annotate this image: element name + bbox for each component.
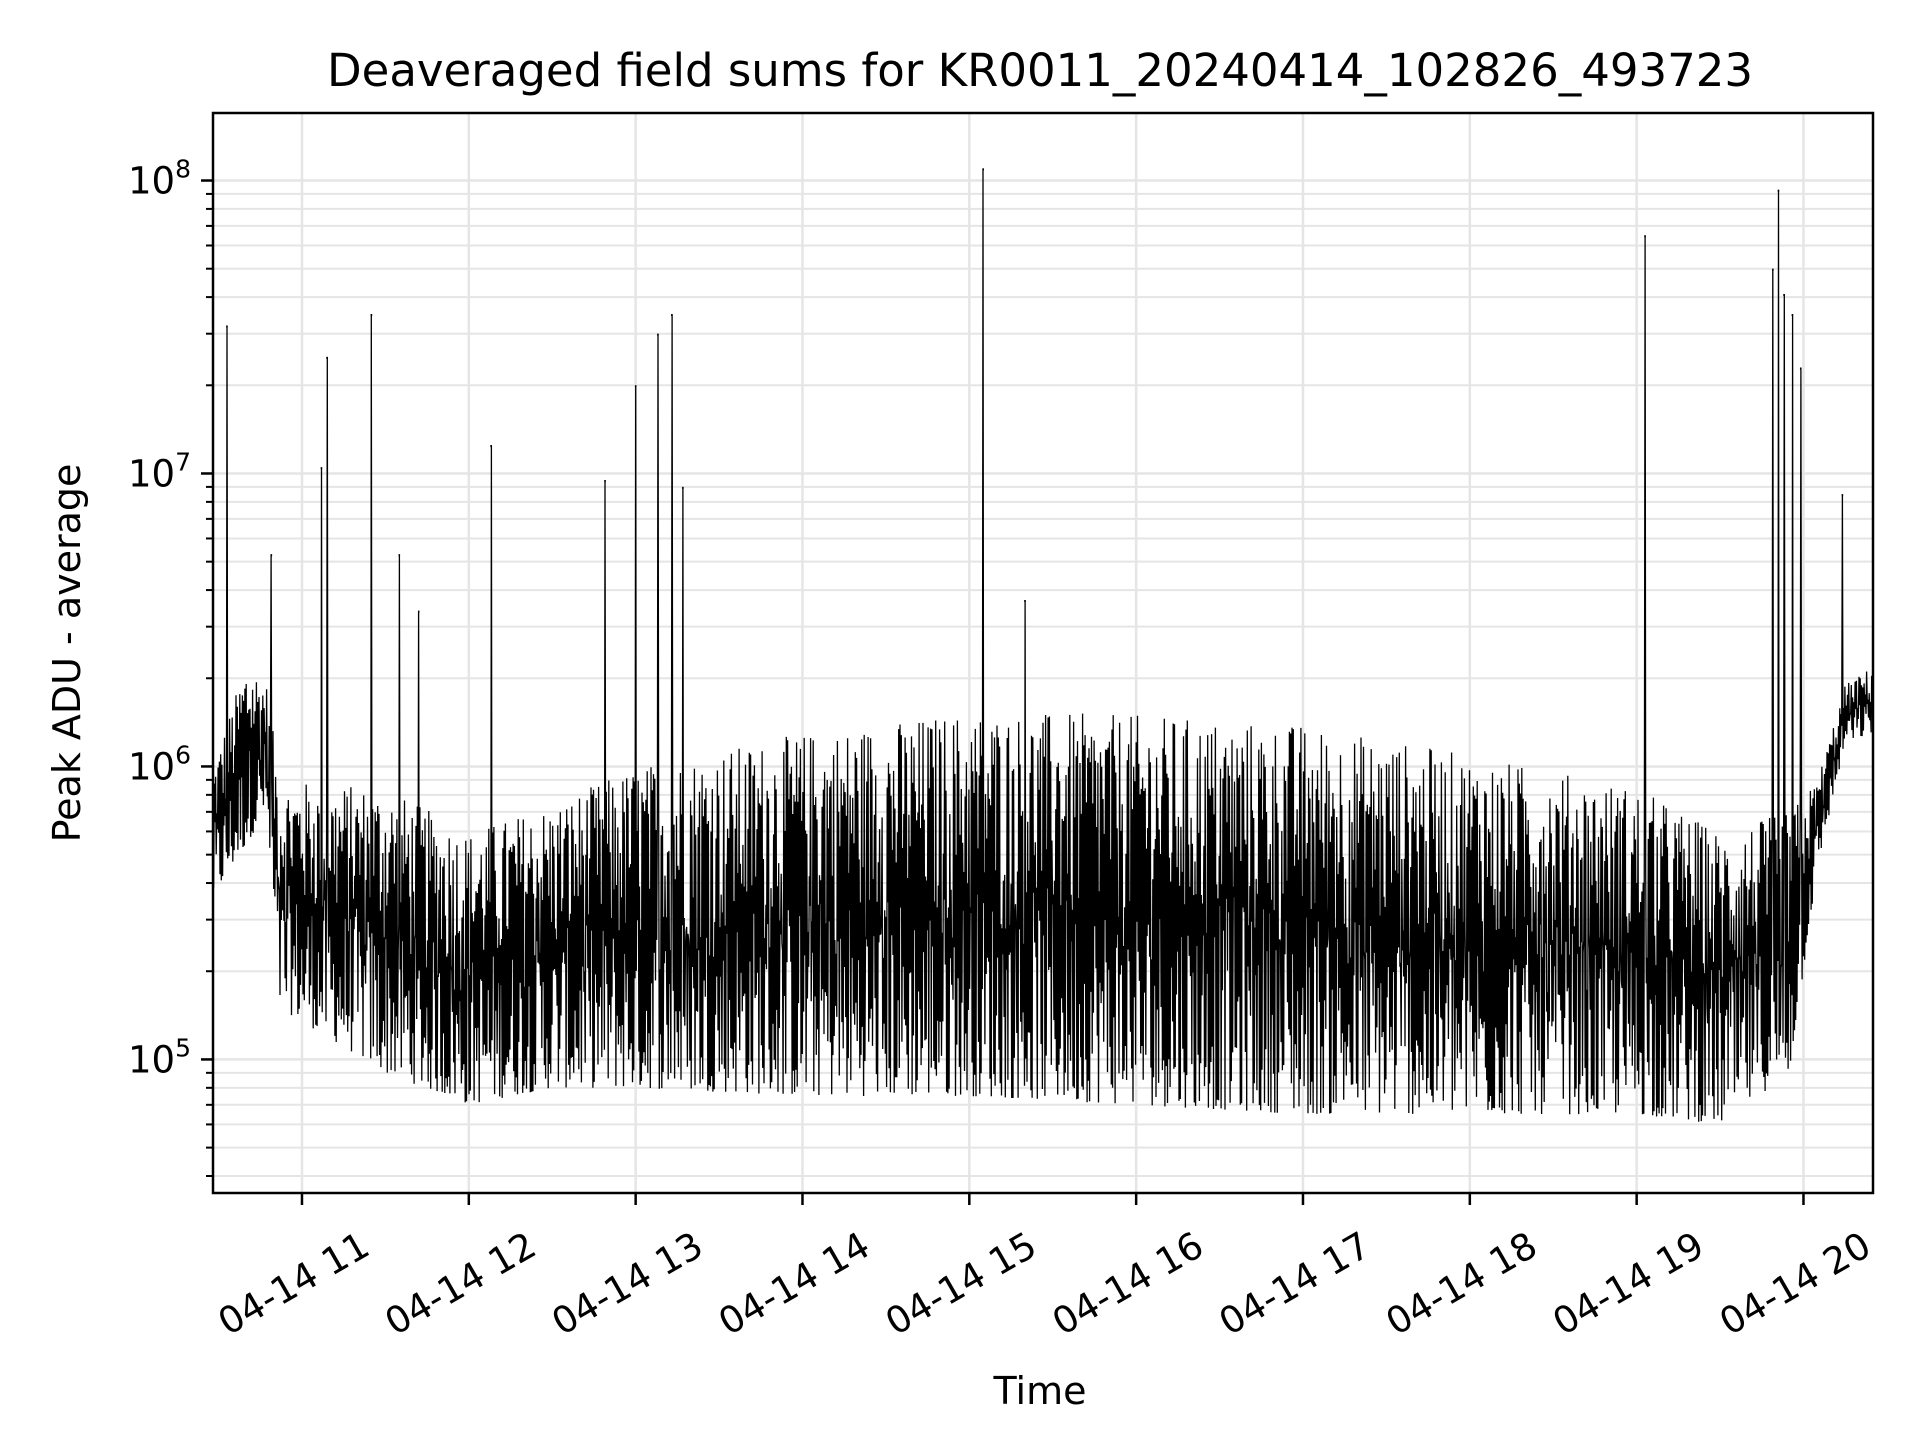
x-axis-label: Time bbox=[993, 1369, 1087, 1413]
data-series bbox=[212, 168, 1874, 1122]
y-tick-label: 106 bbox=[128, 740, 191, 788]
y-axis-label: Peak ADU - average bbox=[45, 464, 89, 843]
y-tick-label: 107 bbox=[128, 447, 191, 495]
series-line bbox=[212, 168, 1874, 1122]
y-tick-base: 10 bbox=[128, 745, 175, 788]
y-tick-exponent: 7 bbox=[175, 447, 191, 476]
y-tick-label: 108 bbox=[128, 155, 191, 203]
y-tick-base: 10 bbox=[128, 1038, 175, 1081]
y-tick-base: 10 bbox=[128, 452, 175, 495]
y-tick-label: 105 bbox=[128, 1033, 191, 1081]
chart-title: Deaveraged field sums for KR0011_2024041… bbox=[327, 44, 1753, 97]
y-tick-exponent: 5 bbox=[175, 1033, 191, 1062]
y-tick-exponent: 8 bbox=[175, 155, 191, 184]
y-tick-base: 10 bbox=[128, 160, 175, 203]
plot-frame bbox=[211, 111, 1875, 1195]
y-tick-exponent: 6 bbox=[175, 740, 191, 769]
